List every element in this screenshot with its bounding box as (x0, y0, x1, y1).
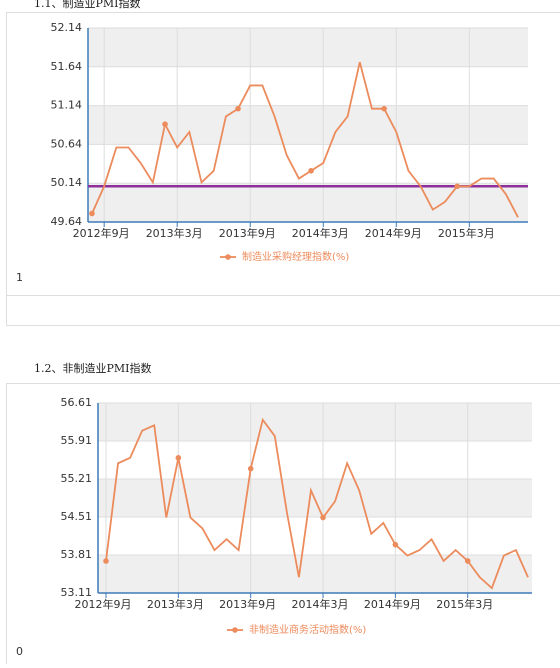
data-point (393, 542, 399, 548)
x-tick-label: 2014年3月 (292, 226, 349, 240)
x-tick-label: 2012年9月 (75, 597, 132, 611)
x-tick-label: 2013年3月 (146, 226, 203, 240)
y-tick-label: 53.81 (61, 548, 93, 561)
x-tick-label: 2015年3月 (438, 226, 495, 240)
data-point (162, 121, 168, 127)
grid-band (98, 403, 532, 441)
legend-label: 制造业采购经理指数(%) (242, 250, 349, 263)
note-text: 0 (16, 645, 23, 658)
grid-band (88, 28, 528, 67)
grid-band (88, 67, 528, 106)
grid-band (98, 517, 532, 555)
data-point (381, 106, 387, 112)
y-tick-label: 51.64 (51, 60, 83, 73)
legend-marker (225, 254, 231, 260)
legend-label: 非制造业商务活动指数(%) (249, 623, 366, 636)
y-tick-label: 55.21 (61, 472, 93, 485)
data-point (89, 211, 95, 217)
section-heading: 1.2、非制造业PMI指数 (34, 361, 152, 375)
data-point (454, 184, 460, 190)
x-tick-label: 2014年9月 (364, 597, 421, 611)
x-tick-label: 2014年9月 (365, 226, 422, 240)
x-tick-label: 2012年9月 (73, 226, 130, 240)
legend-marker (232, 627, 238, 633)
x-tick-label: 2014年3月 (292, 597, 349, 611)
data-point (235, 106, 241, 112)
data-point (320, 515, 326, 521)
y-tick-label: 56.61 (61, 396, 93, 409)
x-tick-label: 2013年3月 (147, 597, 204, 611)
y-tick-label: 50.64 (51, 137, 83, 150)
x-tick-label: 2015年3月 (436, 597, 493, 611)
y-tick-label: 51.14 (51, 99, 83, 112)
data-point (465, 558, 471, 564)
grid-band (98, 441, 532, 479)
data-point (308, 168, 314, 174)
data-point (103, 558, 109, 564)
data-point (176, 455, 182, 461)
grid-band (88, 183, 528, 222)
note-text: 1 (16, 271, 23, 284)
grid-band (88, 106, 528, 145)
data-point (248, 466, 254, 472)
x-tick-label: 2013年9月 (219, 597, 276, 611)
y-tick-label: 54.51 (61, 510, 93, 523)
x-tick-label: 2013年9月 (219, 226, 276, 240)
y-tick-label: 55.91 (61, 434, 93, 447)
y-tick-label: 52.14 (51, 21, 83, 34)
section-heading: 1.1、制造业PMI指数 (34, 0, 141, 10)
y-tick-label: 50.14 (51, 176, 83, 189)
